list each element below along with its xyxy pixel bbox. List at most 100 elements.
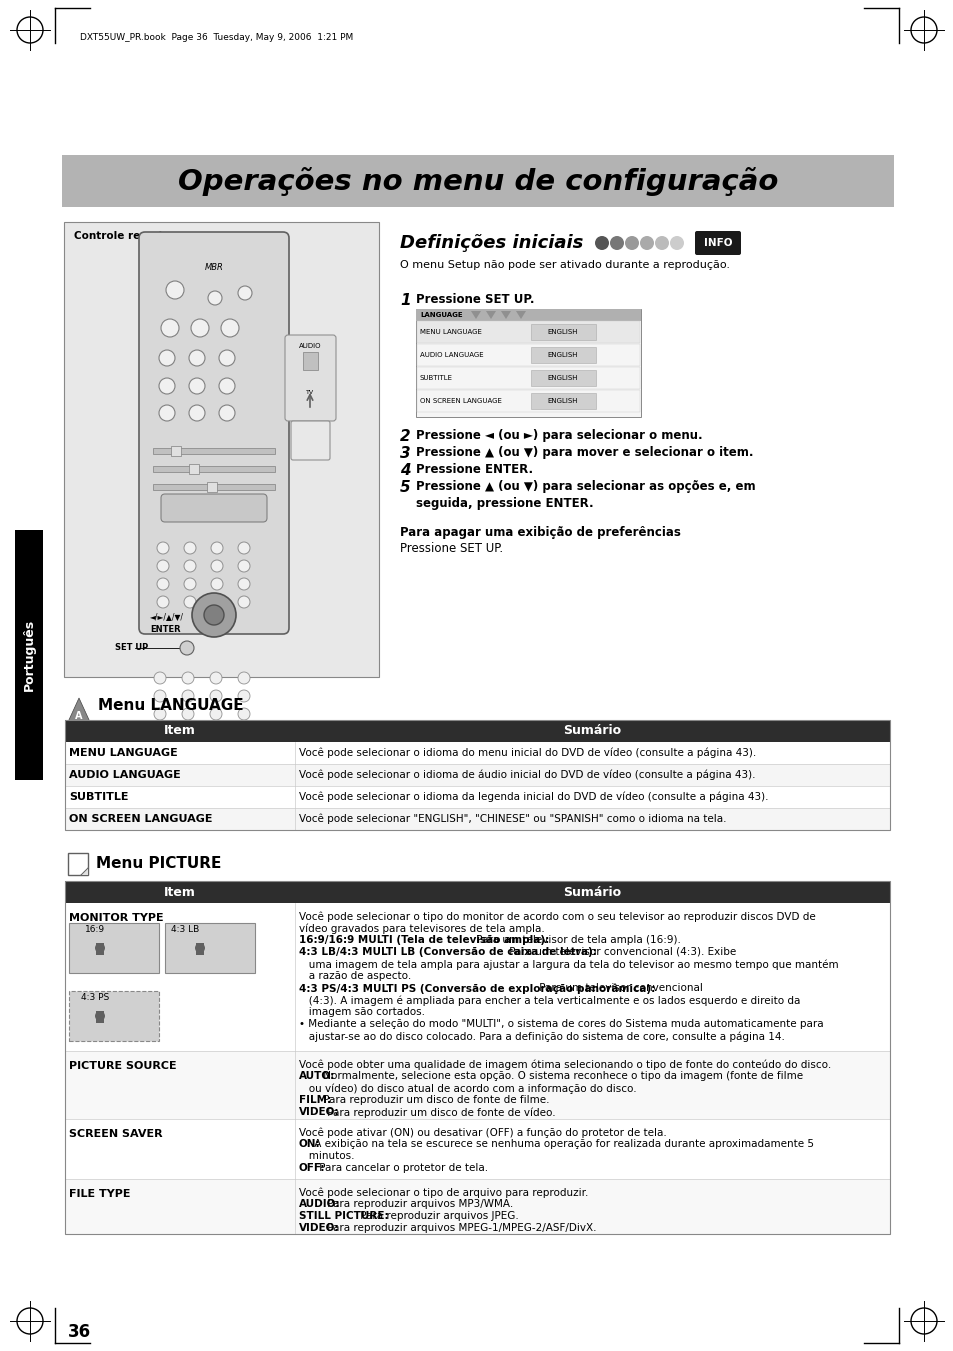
Bar xyxy=(62,155,893,207)
Text: ENGLISH: ENGLISH xyxy=(547,353,578,358)
Text: Para reproduzir um disco de fonte de vídeo.: Para reproduzir um disco de fonte de víd… xyxy=(324,1106,555,1117)
Text: ENGLISH: ENGLISH xyxy=(547,399,578,404)
Bar xyxy=(152,466,274,471)
Text: AUDIO:: AUDIO: xyxy=(298,1198,340,1209)
Text: Você pode selecionar o tipo do monitor de acordo com o seu televisor ao reproduz: Você pode selecionar o tipo do monitor d… xyxy=(298,911,815,921)
Bar xyxy=(416,367,639,389)
Circle shape xyxy=(211,542,223,554)
Bar xyxy=(65,1119,889,1179)
Bar xyxy=(96,1011,104,1023)
Text: Para um televisor de tela ampla (16:9).: Para um televisor de tela ampla (16:9). xyxy=(473,935,680,944)
Text: ENTER: ENTER xyxy=(150,624,180,634)
Circle shape xyxy=(595,236,608,250)
Circle shape xyxy=(237,286,252,300)
Circle shape xyxy=(219,405,234,422)
Circle shape xyxy=(95,943,105,952)
Polygon shape xyxy=(80,867,88,875)
Text: MENU LANGUAGE: MENU LANGUAGE xyxy=(69,748,177,758)
Bar xyxy=(96,943,104,955)
Circle shape xyxy=(210,690,222,703)
Text: 4:3 LB: 4:3 LB xyxy=(171,924,199,934)
Circle shape xyxy=(237,708,250,720)
Circle shape xyxy=(211,596,223,608)
Bar xyxy=(64,222,378,677)
Bar xyxy=(416,345,639,366)
Text: Pressione SET UP.: Pressione SET UP. xyxy=(399,542,502,555)
Circle shape xyxy=(211,561,223,571)
Text: Definições iniciais: Definições iniciais xyxy=(399,234,583,253)
Text: MBR: MBR xyxy=(204,263,223,273)
Circle shape xyxy=(237,596,250,608)
Text: Você pode selecionar o idioma do menu inicial do DVD de vídeo (consulte a página: Você pode selecionar o idioma do menu in… xyxy=(298,747,756,758)
Text: AUDIO: AUDIO xyxy=(298,343,321,349)
Bar xyxy=(165,923,254,973)
Text: LANGUAGE: LANGUAGE xyxy=(419,312,462,317)
Text: Você pode selecionar o idioma de áudio inicial do DVD de vídeo (consulte a págin: Você pode selecionar o idioma de áudio i… xyxy=(298,770,755,781)
FancyBboxPatch shape xyxy=(291,422,330,459)
Circle shape xyxy=(204,605,224,626)
Text: Para cancelar o protetor de tela.: Para cancelar o protetor de tela. xyxy=(315,1163,487,1173)
Text: MENU LANGUAGE: MENU LANGUAGE xyxy=(419,330,481,335)
Text: A: A xyxy=(75,711,83,721)
Text: SET UP: SET UP xyxy=(115,643,148,653)
Text: Controle remoto: Controle remoto xyxy=(74,231,171,240)
Circle shape xyxy=(655,236,668,250)
Circle shape xyxy=(237,561,250,571)
Circle shape xyxy=(153,690,166,703)
Text: Para apagar uma exibição de preferências: Para apagar uma exibição de preferências xyxy=(399,526,680,539)
Circle shape xyxy=(192,593,235,638)
Circle shape xyxy=(157,578,169,590)
Circle shape xyxy=(153,725,166,738)
Bar xyxy=(303,353,317,370)
Circle shape xyxy=(210,671,222,684)
Text: TV: TV xyxy=(306,390,314,396)
Text: Menu LANGUAGE: Menu LANGUAGE xyxy=(98,698,243,713)
Text: VIDEO:: VIDEO: xyxy=(298,1223,339,1233)
Text: O menu Setup não pode ser ativado durante a reprodução.: O menu Setup não pode ser ativado durant… xyxy=(399,259,729,270)
Bar xyxy=(65,765,889,786)
Text: Português: Português xyxy=(23,619,35,692)
Polygon shape xyxy=(516,311,525,319)
Polygon shape xyxy=(68,698,90,721)
Circle shape xyxy=(157,542,169,554)
Circle shape xyxy=(669,236,683,250)
Circle shape xyxy=(182,708,193,720)
Bar xyxy=(189,463,199,474)
Circle shape xyxy=(237,690,250,703)
Text: ON:: ON: xyxy=(298,1139,320,1148)
Circle shape xyxy=(180,640,193,655)
Text: ON SCREEN LANGUAGE: ON SCREEN LANGUAGE xyxy=(419,399,501,404)
Text: SCREEN SAVER: SCREEN SAVER xyxy=(69,1129,162,1139)
Text: 4:3 PS/4:3 MULTI PS (Conversão de exploração panorâmica):: 4:3 PS/4:3 MULTI PS (Conversão de explor… xyxy=(298,984,655,993)
Text: a razão de aspecto.: a razão de aspecto. xyxy=(298,971,411,981)
Text: 5: 5 xyxy=(399,480,410,494)
Text: Para reproduzir arquivos JPEG.: Para reproduzir arquivos JPEG. xyxy=(356,1210,518,1221)
Text: AUDIO LANGUAGE: AUDIO LANGUAGE xyxy=(69,770,180,780)
Circle shape xyxy=(159,350,174,366)
Text: 4:3 PS: 4:3 PS xyxy=(81,993,109,1002)
FancyBboxPatch shape xyxy=(695,231,740,255)
Polygon shape xyxy=(500,311,511,319)
Bar xyxy=(531,393,596,409)
Circle shape xyxy=(210,708,222,720)
FancyBboxPatch shape xyxy=(285,335,335,422)
Circle shape xyxy=(161,319,179,336)
Text: Sumário: Sumário xyxy=(563,885,621,898)
Circle shape xyxy=(219,350,234,366)
Circle shape xyxy=(237,578,250,590)
Text: Operações no menu de configuração: Operações no menu de configuração xyxy=(177,166,778,196)
Text: Pressione ENTER.: Pressione ENTER. xyxy=(416,463,533,476)
Bar xyxy=(416,309,640,322)
Text: Para reproduzir arquivos MP3/WMA.: Para reproduzir arquivos MP3/WMA. xyxy=(324,1198,513,1209)
Text: Pressione ◄ (ou ►) para selecionar o menu.: Pressione ◄ (ou ►) para selecionar o men… xyxy=(416,430,702,442)
Circle shape xyxy=(157,561,169,571)
Bar xyxy=(65,720,889,742)
Text: DXT55UW_PR.book  Page 36  Tuesday, May 9, 2006  1:21 PM: DXT55UW_PR.book Page 36 Tuesday, May 9, … xyxy=(80,34,353,42)
Text: ENGLISH: ENGLISH xyxy=(547,330,578,335)
Circle shape xyxy=(182,725,193,738)
Bar xyxy=(65,902,889,1051)
Circle shape xyxy=(157,596,169,608)
Text: VIDEO:: VIDEO: xyxy=(298,1106,339,1117)
Circle shape xyxy=(194,943,205,952)
Text: ou vídeo) do disco atual de acordo com a informação do disco.: ou vídeo) do disco atual de acordo com a… xyxy=(298,1084,636,1093)
